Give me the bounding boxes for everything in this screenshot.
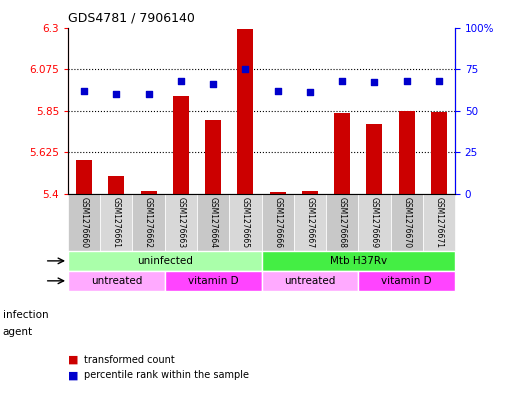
Text: GSM1276661: GSM1276661 [112, 197, 121, 248]
Text: GSM1276662: GSM1276662 [144, 197, 153, 248]
Bar [358, 194, 391, 251]
Text: Mtb H37Rv: Mtb H37Rv [329, 256, 387, 266]
Point [403, 77, 411, 84]
Bar [132, 194, 165, 251]
Bar [326, 194, 358, 251]
Text: infection: infection [3, 310, 48, 320]
Bar [237, 29, 254, 194]
Bar [366, 124, 382, 194]
Bar [76, 160, 92, 194]
Bar [141, 191, 157, 194]
Text: agent: agent [3, 327, 33, 337]
Bar [431, 112, 447, 194]
Bar [108, 176, 124, 194]
Point [370, 79, 379, 86]
Text: ■: ■ [68, 370, 78, 380]
Text: GSM1276663: GSM1276663 [176, 197, 185, 248]
Point [177, 77, 185, 84]
Bar [173, 96, 189, 194]
Point [144, 91, 153, 97]
Bar [391, 194, 423, 251]
Text: GSM1276667: GSM1276667 [305, 197, 314, 248]
Bar [197, 194, 229, 251]
Text: GSM1276664: GSM1276664 [209, 197, 218, 248]
Text: vitamin D: vitamin D [381, 276, 432, 286]
Text: ■: ■ [68, 354, 78, 365]
Point [209, 81, 218, 87]
Bar [334, 112, 350, 194]
Point [338, 77, 346, 84]
Text: GSM1276668: GSM1276668 [338, 197, 347, 248]
Point [435, 77, 443, 84]
Bar [68, 271, 165, 291]
Bar [68, 251, 262, 271]
Text: GSM1276665: GSM1276665 [241, 197, 250, 248]
Text: GSM1276666: GSM1276666 [273, 197, 282, 248]
Text: untreated: untreated [90, 276, 142, 286]
Bar [269, 192, 286, 194]
Text: untreated: untreated [284, 276, 336, 286]
Point [274, 88, 282, 94]
Bar [423, 194, 455, 251]
Bar [229, 194, 262, 251]
Text: transformed count: transformed count [84, 354, 175, 365]
Point [241, 66, 249, 72]
Text: vitamin D: vitamin D [188, 276, 238, 286]
Bar [358, 271, 455, 291]
Bar [302, 191, 318, 194]
Bar [294, 194, 326, 251]
Bar [262, 194, 294, 251]
Text: percentile rank within the sample: percentile rank within the sample [84, 370, 248, 380]
Bar [100, 194, 132, 251]
Bar [68, 194, 100, 251]
Text: GDS4781 / 7906140: GDS4781 / 7906140 [68, 12, 195, 25]
Bar [262, 271, 358, 291]
Point [112, 91, 120, 97]
Point [80, 88, 88, 94]
Text: GSM1276669: GSM1276669 [370, 197, 379, 248]
Text: uninfected: uninfected [137, 256, 192, 266]
Text: GSM1276670: GSM1276670 [402, 197, 411, 248]
Bar [165, 194, 197, 251]
Bar [262, 251, 455, 271]
Text: GSM1276671: GSM1276671 [435, 197, 444, 248]
Text: GSM1276660: GSM1276660 [79, 197, 88, 248]
Point [305, 89, 314, 95]
Bar [165, 271, 262, 291]
Bar [205, 120, 221, 194]
Bar [399, 111, 415, 194]
